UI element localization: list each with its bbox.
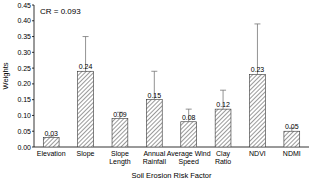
- x-tick-label: Average WindSpeed: [167, 150, 211, 166]
- x-tick-line: Elevation: [37, 150, 66, 157]
- y-tick: [32, 131, 34, 132]
- y-tick-label: 0.20: [17, 80, 31, 87]
- y-tick: [32, 99, 34, 100]
- x-tick-line: Annual: [143, 150, 165, 157]
- data-label: 0.23: [251, 66, 265, 73]
- x-tick-line: Average Wind: [167, 150, 211, 158]
- x-tick-line: Ratio: [215, 158, 231, 165]
- x-tick-line: Speed: [179, 158, 199, 166]
- x-tick-line: Length: [109, 158, 131, 166]
- y-axis: [34, 5, 35, 147]
- x-tick-line: Slope: [111, 150, 129, 158]
- y-tick-label: 0.40: [17, 17, 31, 24]
- y-tick-label: 0.30: [17, 49, 31, 56]
- y-tick-label: 0.35: [17, 33, 31, 40]
- annotation: CR = 0.093: [40, 7, 81, 16]
- chart: 0.00 0.05 0.10 0.15 0.20 0.25 0.30 0.35 0.40 0.45…: [0, 0, 312, 181]
- error-cap: [220, 90, 226, 91]
- y-tick-label: 0.45: [17, 2, 31, 9]
- x-tick-label: NDVI: [249, 150, 266, 157]
- x-tick-line: NDVI: [249, 150, 266, 157]
- y-axis-title: Weights: [1, 62, 10, 89]
- error-cap: [151, 71, 157, 72]
- bar: [215, 109, 231, 147]
- data-label: 0.05: [285, 123, 299, 130]
- bar: [146, 100, 162, 147]
- x-tick-label: NDMI: [283, 150, 301, 157]
- data-label: 0.24: [79, 63, 93, 70]
- y-tick: [32, 147, 34, 148]
- error-cap: [254, 23, 260, 24]
- y-tick-label: 0.10: [17, 112, 31, 119]
- bar: [112, 119, 128, 147]
- y-tick: [32, 83, 34, 84]
- x-tick-line: NDMI: [283, 150, 301, 157]
- bar: [250, 74, 266, 147]
- x-tick-line: Clay: [216, 150, 231, 158]
- data-label: 0.08: [182, 114, 196, 121]
- x-tick-label: Elevation: [37, 150, 66, 157]
- data-label: 0.12: [216, 101, 230, 108]
- data-label: 0.09: [113, 111, 127, 118]
- bar: [78, 71, 94, 147]
- error-cap: [83, 36, 89, 37]
- x-tick-line: Slope: [77, 150, 95, 158]
- y-tick-label: 0.05: [17, 128, 31, 135]
- bar: [284, 131, 300, 147]
- y-tick-label: 0.15: [17, 96, 31, 103]
- bars: [43, 24, 299, 147]
- error-cap: [186, 109, 192, 110]
- x-tick-label: ClayRatio: [215, 150, 231, 165]
- y-tick-label: 0.25: [17, 65, 31, 72]
- y-tick-label: 0.00: [17, 144, 31, 151]
- x-tick-label: AnnualRainfall: [143, 150, 167, 165]
- x-axis-title: Soil Erosion Risk Factor: [131, 171, 212, 180]
- y-tick: [32, 5, 34, 6]
- x-tick-label: SlopeLength: [109, 150, 131, 166]
- x-tick-line: Rainfall: [143, 158, 167, 165]
- y-tick: [32, 68, 34, 69]
- y-tick: [32, 20, 34, 21]
- y-tick: [32, 115, 34, 116]
- data-label: 0.15: [148, 92, 162, 99]
- data-label: 0.03: [44, 130, 58, 137]
- y-tick: [32, 52, 34, 53]
- y-tick: [32, 36, 34, 37]
- x-axis: [34, 147, 309, 148]
- bar: [181, 122, 197, 147]
- x-tick-label: Slope: [77, 150, 95, 158]
- bar: [43, 138, 59, 147]
